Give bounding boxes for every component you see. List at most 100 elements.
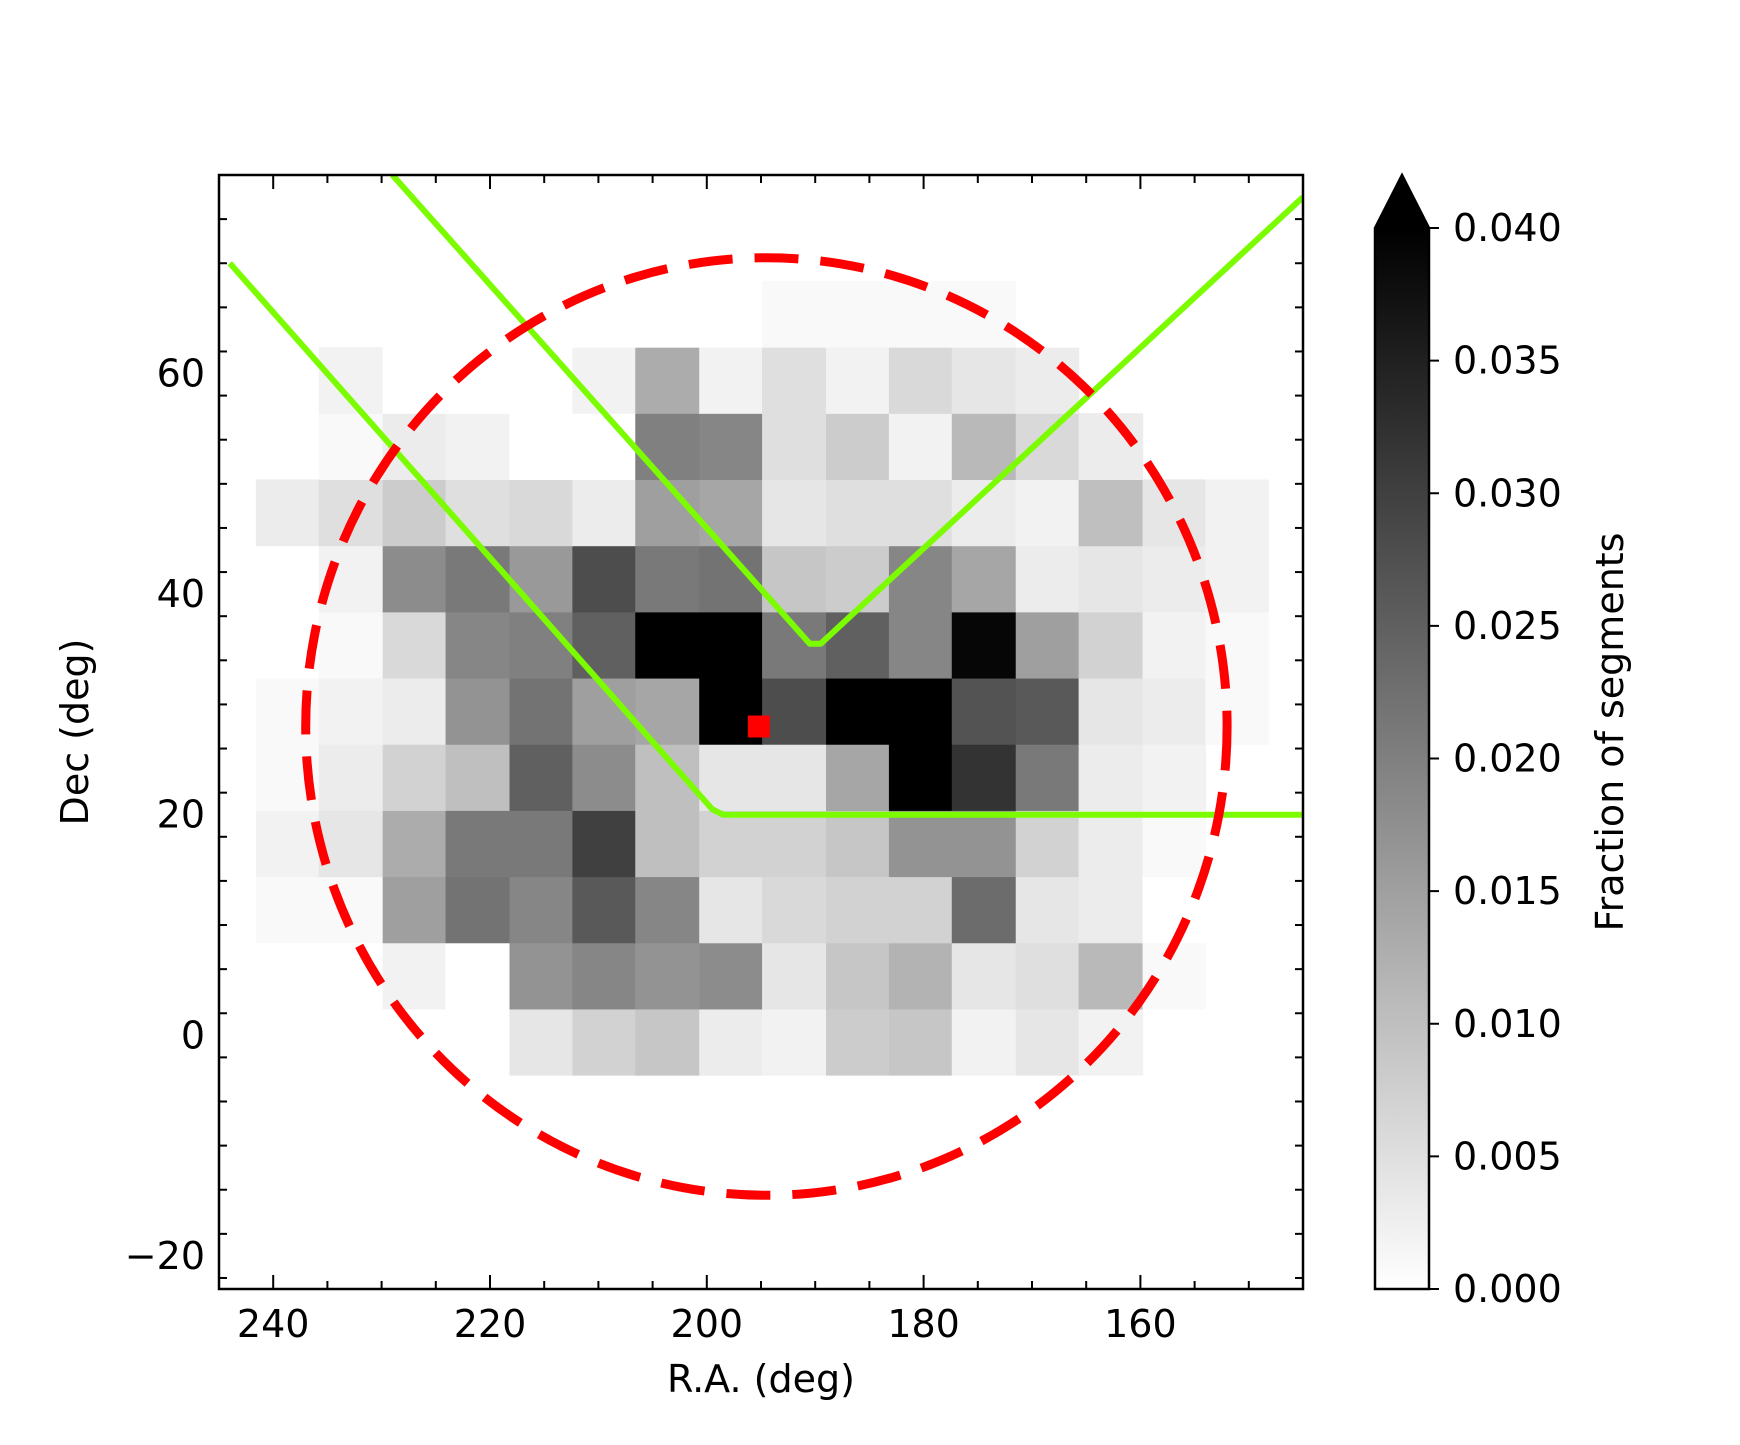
heatmap-cell	[1015, 545, 1080, 613]
heatmap-cell	[318, 744, 384, 811]
heatmap-cell	[635, 347, 700, 414]
heatmap-cell	[951, 677, 1017, 745]
heatmap-cell	[1142, 744, 1207, 811]
heatmap-cell	[1078, 876, 1144, 944]
heatmap-cell	[572, 479, 636, 547]
heatmap-cell	[699, 942, 763, 1010]
heatmap-cell	[509, 611, 573, 679]
heatmap-cell	[445, 942, 511, 1010]
heatmap-cell	[1078, 677, 1144, 745]
heatmap-cell	[826, 876, 890, 944]
y-tick-label: 0	[181, 1013, 205, 1057]
heatmap-cell	[951, 744, 1017, 811]
heatmap-cell	[572, 545, 636, 613]
dashed-circle	[301, 253, 1232, 1200]
heatmap-cell	[762, 810, 827, 878]
heatmap-cell	[635, 413, 700, 481]
heatmap-cell	[888, 810, 953, 878]
heatmap-cell	[888, 876, 953, 944]
x-tick-label: 160	[1104, 1302, 1177, 1346]
heatmap-cell	[699, 744, 763, 811]
heatmap-cell	[762, 413, 827, 481]
heatmap-cell	[1078, 810, 1144, 878]
heatmap-cell	[888, 545, 953, 613]
heatmap-cell	[1205, 545, 1269, 613]
heatmap-cell	[826, 1008, 890, 1076]
heatmap-cell	[1205, 677, 1269, 745]
colorbar-tick-label: 0.000	[1453, 1267, 1562, 1311]
heatmap-cell	[509, 810, 573, 878]
heatmap-cell	[572, 347, 636, 414]
y-axis-label: Dec (deg)	[53, 639, 97, 826]
heatmap-cell	[826, 413, 890, 481]
heatmap-cell	[762, 280, 827, 348]
heatmap-cell	[951, 347, 1017, 414]
heatmap-cell	[762, 744, 827, 811]
heatmap-cell	[1142, 611, 1207, 679]
heatmap-cell	[255, 810, 320, 878]
heatmap-cell	[255, 876, 320, 944]
heatmap-cell	[572, 942, 636, 1010]
x-tick-label: 180	[887, 1302, 960, 1346]
heatmap-cell	[699, 413, 763, 481]
colorbar-outline	[1373, 172, 1431, 1291]
colorbar-tick-label: 0.030	[1453, 471, 1562, 515]
heatmap-cell	[1142, 479, 1207, 547]
heatmap-cell	[635, 545, 700, 613]
colorbar-tick-label: 0.020	[1453, 737, 1562, 781]
heatmap-cell	[382, 611, 447, 679]
heatmap-cell	[826, 677, 890, 745]
heatmap-cell	[318, 677, 384, 745]
heatmap-cell	[951, 611, 1017, 679]
colorbar-tick-label: 0.005	[1453, 1134, 1562, 1178]
heatmap-cell	[318, 876, 384, 944]
heatmap-cell	[445, 744, 511, 811]
heatmap-cell	[255, 545, 320, 613]
colorbar-tick-label: 0.035	[1453, 339, 1562, 383]
boundary-left-line	[227, 261, 1303, 818]
heatmap-cell	[1078, 942, 1144, 1010]
heatmap-cell	[826, 347, 890, 414]
heatmap-cell	[1015, 876, 1080, 944]
heatmap-cell	[255, 479, 320, 547]
y-axis-tick-labels: −20 0 20 40 60	[125, 352, 205, 1278]
heatmap-cell	[1015, 810, 1080, 878]
y-tick-label: 60	[157, 352, 205, 396]
heatmap-cell	[382, 545, 447, 613]
heatmap-cell	[699, 611, 763, 679]
heatmap-cell	[635, 479, 700, 547]
heatmap-cell	[382, 810, 447, 878]
heatmap-cell	[1015, 413, 1080, 481]
heatmap-cell	[1078, 611, 1144, 679]
x-tick-label: 200	[671, 1302, 744, 1346]
x-axis-label: R.A. (deg)	[667, 1357, 855, 1401]
heatmap-cell	[951, 810, 1017, 878]
heatmap-cell	[318, 611, 384, 679]
heatmap-cell	[445, 479, 511, 547]
heatmap-cell	[635, 876, 700, 944]
heatmap-cell	[318, 810, 384, 878]
colorbar-tick-label: 0.040	[1453, 206, 1562, 250]
heatmap-cells	[255, 280, 1269, 1076]
heatmap-cell	[762, 942, 827, 1010]
heatmap-cell	[951, 1008, 1017, 1076]
heatmap-cell	[382, 744, 447, 811]
heatmap-cell	[635, 942, 700, 1010]
heatmap-cell	[1015, 1008, 1080, 1076]
y-tick-label: 40	[157, 572, 205, 616]
heatmap-cell	[699, 810, 763, 878]
heatmap-cell	[762, 347, 827, 414]
heatmap-cell	[826, 744, 890, 811]
heatmap-cell	[509, 545, 573, 613]
heatmap-cell	[826, 611, 890, 679]
heatmap-cell	[699, 280, 763, 348]
heatmap-cell	[572, 611, 636, 679]
heatmap-cell	[509, 413, 573, 481]
heatmap-cell	[1078, 479, 1144, 547]
heatmap-cell	[382, 677, 447, 745]
heatmap-cell	[1015, 347, 1080, 414]
heatmap-cell	[826, 280, 890, 348]
heatmap-cell	[699, 347, 763, 414]
